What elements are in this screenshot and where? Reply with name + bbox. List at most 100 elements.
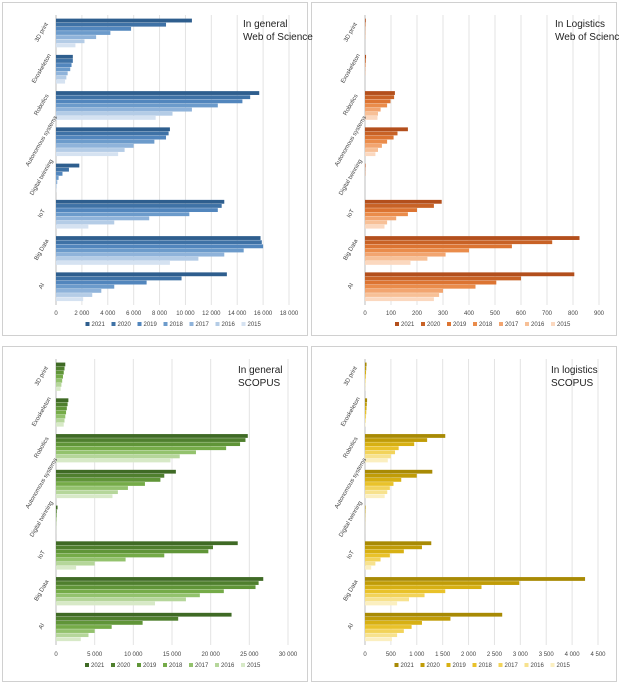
legend-label: 2018 <box>169 663 183 669</box>
bar-2020 <box>56 59 73 63</box>
legend-label: 2015 <box>248 322 262 328</box>
bar-2020 <box>365 545 422 550</box>
chart-title-scopus-logistics: In logistics SCOPUS <box>551 364 598 390</box>
bar-2018 <box>365 446 399 451</box>
bar-2017 <box>56 378 63 383</box>
bar-2016 <box>56 454 180 459</box>
bar-2016 <box>56 184 57 189</box>
bar-2018 <box>56 103 218 108</box>
bar-2017 <box>56 252 225 257</box>
bar-2019 <box>56 280 147 285</box>
bar-2020 <box>56 438 246 442</box>
category-label: Big Data <box>34 238 51 262</box>
legend-swatch <box>189 663 193 667</box>
tick-label: 0 <box>363 652 367 658</box>
tick-label: 4 000 <box>100 311 116 317</box>
bar-2021 <box>365 54 367 59</box>
bar-2020 <box>365 366 367 371</box>
bar-2021 <box>56 612 232 617</box>
bar-2019 <box>56 477 161 482</box>
bar-2017 <box>56 107 192 112</box>
bar-2018 <box>56 31 111 35</box>
bar-2021 <box>365 577 586 581</box>
chart-panel-wos-general: 3D print Exoskeleton Robotics Autonomous sy… <box>2 2 308 336</box>
bar-2020 <box>56 545 213 550</box>
bar-2018 <box>365 625 412 629</box>
chart-title-wos-logistics: In Logistics Web of Science <box>555 18 619 44</box>
legend-label: 2017 <box>196 322 210 328</box>
bar-2017 <box>56 593 200 598</box>
tick-label: 10 000 <box>176 311 195 317</box>
legend-label: 2017 <box>505 322 519 328</box>
chart-subtitle: SCOPUS <box>238 378 281 389</box>
bar-2020 <box>56 616 179 621</box>
bar-2015 <box>365 494 385 499</box>
bar-2016 <box>56 597 186 602</box>
bar-2015 <box>56 565 77 570</box>
category-label: Digital twinning <box>29 500 54 538</box>
bar-2019 <box>56 585 256 590</box>
bar-2020 <box>56 366 65 371</box>
bar-2015 <box>56 494 113 499</box>
bar-2018 <box>56 374 63 379</box>
bar-2017 <box>56 143 134 148</box>
category-label: Digital twinning <box>338 500 363 538</box>
bar-2018 <box>56 589 224 594</box>
bar-2019 <box>365 244 512 249</box>
bar-2021 <box>365 18 366 23</box>
bar-2021 <box>56 541 238 546</box>
legend-swatch <box>215 663 219 667</box>
bar-2017 <box>56 450 196 455</box>
bar-2016 <box>56 220 115 225</box>
bar-2016 <box>365 561 376 566</box>
legend-swatch <box>394 663 399 667</box>
bar-2017 <box>56 414 66 419</box>
tick-label: 0 <box>363 311 367 317</box>
bar-2017 <box>365 107 381 112</box>
legend-label: 2016 <box>531 322 545 328</box>
bar-2020 <box>365 131 398 136</box>
bar-2016 <box>56 75 67 80</box>
category-label: Digital twinning <box>338 159 363 197</box>
chart-subtitle: Web of Science <box>555 32 619 43</box>
legend-swatch <box>85 663 89 667</box>
chart-title: In general <box>238 365 283 376</box>
chart-subtitle: SCOPUS <box>551 378 594 389</box>
bar-2016 <box>365 490 388 495</box>
bar-2019 <box>56 208 218 213</box>
bar-2019 <box>365 549 404 554</box>
bar-2021 <box>365 505 366 510</box>
bar-2016 <box>56 633 89 638</box>
bar-2021 <box>365 127 408 132</box>
bar-2020 <box>365 581 520 585</box>
chart-title-scopus-general: In general SCOPUS <box>238 364 282 390</box>
legend-label: 2021 <box>401 663 415 669</box>
bar-2020 <box>365 240 553 245</box>
legend-label: 2015 <box>557 663 571 669</box>
bar-2017 <box>56 180 58 185</box>
category-label: AI <box>347 282 355 290</box>
bar-2016 <box>365 418 366 423</box>
bar-2018 <box>56 553 165 558</box>
category-label: 3D print <box>34 365 50 386</box>
tick-label: 10 000 <box>124 652 143 658</box>
bar-2015 <box>56 260 170 265</box>
bar-2016 <box>365 256 428 261</box>
bar-2015 <box>365 458 388 463</box>
tick-label: 400 <box>464 311 475 317</box>
bar-2016 <box>365 148 378 152</box>
legend-label: 2020 <box>118 322 132 328</box>
bar-2019 <box>56 549 209 554</box>
category-label: IoT <box>37 208 47 219</box>
bar-2021 <box>365 163 366 168</box>
bar-2017 <box>365 593 425 598</box>
bar-2021 <box>56 54 73 59</box>
bar-2021 <box>365 272 575 277</box>
legend-swatch <box>111 663 115 667</box>
tick-label: 15 000 <box>163 652 182 658</box>
category-label: Big Data <box>34 579 51 603</box>
bar-2020 <box>56 509 57 514</box>
bar-2015 <box>56 387 61 391</box>
bar-2015 <box>365 601 398 606</box>
chart-title: In logistics <box>551 365 598 376</box>
